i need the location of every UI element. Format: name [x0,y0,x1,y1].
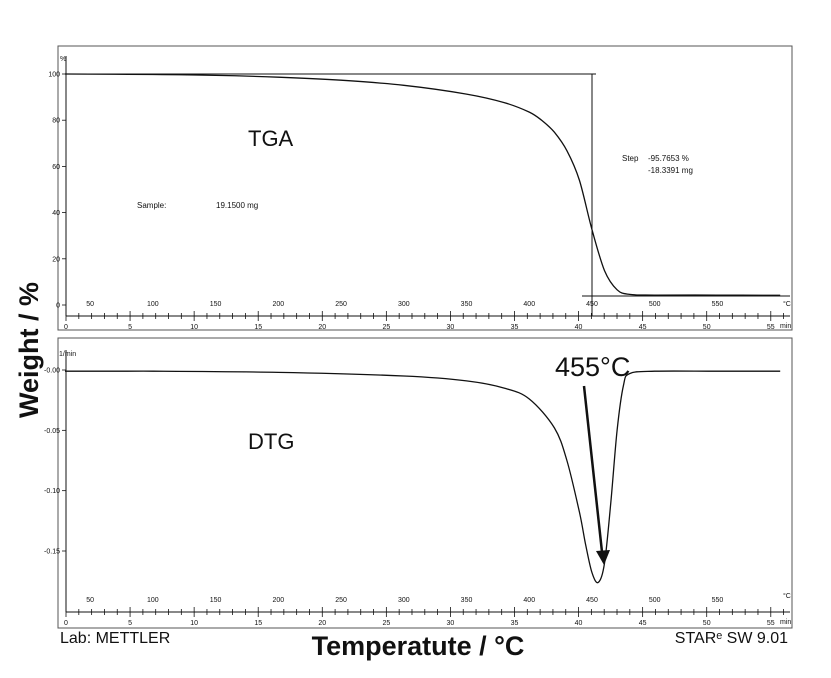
peak-arrow [582,385,604,553]
dtg-title: DTG [248,429,294,454]
peak-arrow-head [596,550,610,565]
temperature-tick-label: 550 [712,597,724,604]
sample-label: Sample: [137,201,166,210]
time-tick-label: 5 [128,324,132,331]
time-tick-label: 30 [447,324,455,331]
dtg-y-unit: 1/min [59,351,76,358]
time-tick-label: 0 [64,620,68,627]
tga-time-ticks: 0 5 10 15 20 25 30 35 40 45 50 55 [64,311,784,331]
dtg-time-unit: min [780,619,791,626]
time-tick-label: 15 [254,620,262,627]
y-axis-label: Weight / % [14,282,44,418]
time-tick-label: 0 [64,324,68,331]
tga-frame [57,45,793,331]
time-tick-label: 45 [639,324,647,331]
time-tick-label: 35 [511,620,519,627]
tga-curve [64,73,781,296]
time-tick-label: 35 [511,324,519,331]
y-tick-label: 80 [52,118,60,125]
dtg-temperature-ticks: 50 100 150 200 250 300 350 400 450 500 550 [86,597,723,604]
temperature-tick-label: 400 [523,301,535,308]
y-tick-label: 20 [52,256,60,263]
time-tick-label: 10 [190,324,198,331]
temperature-tick-label: 200 [272,301,284,308]
temperature-tick-label: 200 [272,597,284,604]
y-tick-label: -0.15 [44,549,60,556]
lab-label: Lab: METTLER [60,630,170,647]
y-tick-label: 40 [52,210,60,217]
time-tick-label: 30 [447,620,455,627]
temperature-tick-label: 250 [335,597,347,604]
time-tick-label: 15 [254,324,262,331]
tga-y-unit: % [60,56,66,63]
time-tick-label: 40 [575,324,583,331]
temperature-tick-label: 50 [86,301,94,308]
time-tick-label: 25 [382,324,390,331]
y-tick-label: 100 [48,72,60,79]
time-tick-label: 20 [318,324,326,331]
x-axis-label: Temperatute / °C [312,631,525,661]
time-tick-label: 50 [703,324,711,331]
temperature-tick-label: 300 [398,301,410,308]
tga-title: TGA [248,126,294,151]
temperature-tick-label: 100 [147,301,159,308]
time-tick-label: 55 [767,324,775,331]
y-tick-label: 60 [52,164,60,171]
temperature-tick-label: 450 [586,301,598,308]
y-tick-label: -0.05 [44,428,60,435]
temperature-tick-label: 500 [649,597,661,604]
tga-time-unit: min [780,323,791,330]
sample-value: 19.1500 mg [216,201,258,210]
peak-label: 455°C [555,352,630,382]
temperature-tick-label: 250 [335,301,347,308]
y-tick-label: 0 [56,303,60,310]
time-tick-label: 55 [767,620,775,627]
time-tick-label: 25 [382,620,390,627]
tga-y-ticks: 0 20 40 60 80 100 [48,72,66,310]
temperature-tick-label: 450 [586,597,598,604]
tga-temp-unit: °C [783,300,791,308]
step-percent: -95.7653 % [648,154,689,163]
dtg-frame [57,337,793,629]
time-tick-label: 40 [575,620,583,627]
step-label: Step [622,154,639,163]
dtg-temp-unit: °C [783,592,791,600]
temperature-tick-label: 400 [523,597,535,604]
temperature-tick-label: 300 [398,597,410,604]
time-tick-label: 10 [190,620,198,627]
temperature-tick-label: 50 [86,597,94,604]
y-tick-label: -0.00 [44,368,60,375]
tga-temperature-ticks: 50 100 150 200 250 300 350 400 450 500 550 [86,301,723,308]
dtg-time-ticks: 0 5 10 15 20 25 30 35 40 45 50 55 [64,607,784,627]
temperature-tick-label: 100 [147,597,159,604]
temperature-tick-label: 350 [461,597,473,604]
time-tick-label: 50 [703,620,711,627]
time-tick-label: 5 [128,620,132,627]
temperature-tick-label: 350 [461,301,473,308]
dtg-y-ticks: -0.00 -0.05 -0.10 -0.15 [44,368,66,556]
temperature-tick-label: 500 [649,301,661,308]
dtg-curve [64,370,781,584]
y-tick-label: -0.10 [44,488,60,495]
step-mass: -18.3391 mg [648,166,693,175]
temperature-tick-label: 150 [210,301,222,308]
time-tick-label: 45 [639,620,647,627]
temperature-tick-label: 150 [210,597,222,604]
software-label: STARᵉ SW 9.01 [675,630,788,647]
temperature-tick-label: 550 [712,301,724,308]
time-tick-label: 20 [318,620,326,627]
